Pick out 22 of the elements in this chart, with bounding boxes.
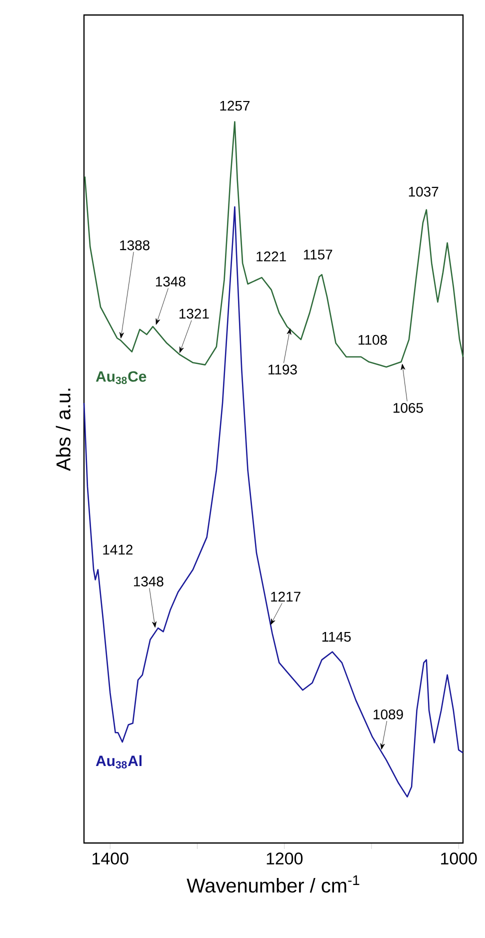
series-label: Au$_{38}$Ce: [96, 371, 146, 384]
annotation: 1108: [358, 334, 387, 345]
annotation: 1217: [271, 592, 300, 602]
annotation: 1145: [322, 632, 351, 642]
annotation: 1157: [304, 250, 332, 260]
annotation: 1221: [256, 252, 286, 262]
annotation: 1348: [156, 276, 186, 287]
annotation: 1193: [268, 364, 297, 375]
x-tick-label: 1000: [441, 852, 477, 865]
annotation: 1348: [134, 576, 164, 586]
x-axis-title: Wavenumber / cm$^{-1}$: [186, 875, 360, 893]
annotation: 1257: [220, 100, 250, 111]
annotation: 1037: [408, 186, 438, 197]
series-label: Au$_{38}$Al: [96, 755, 142, 769]
annotation: 1089: [374, 709, 403, 720]
annotation: 1321: [180, 308, 209, 319]
annotation: 1412: [103, 544, 132, 555]
y-axis-title: Abs / a.u.: [56, 388, 70, 472]
annotation: 1388: [120, 240, 150, 250]
x-tick-label: 1400: [92, 852, 128, 865]
x-tick-label: 1200: [266, 852, 303, 865]
annotation: 1065: [394, 402, 423, 413]
